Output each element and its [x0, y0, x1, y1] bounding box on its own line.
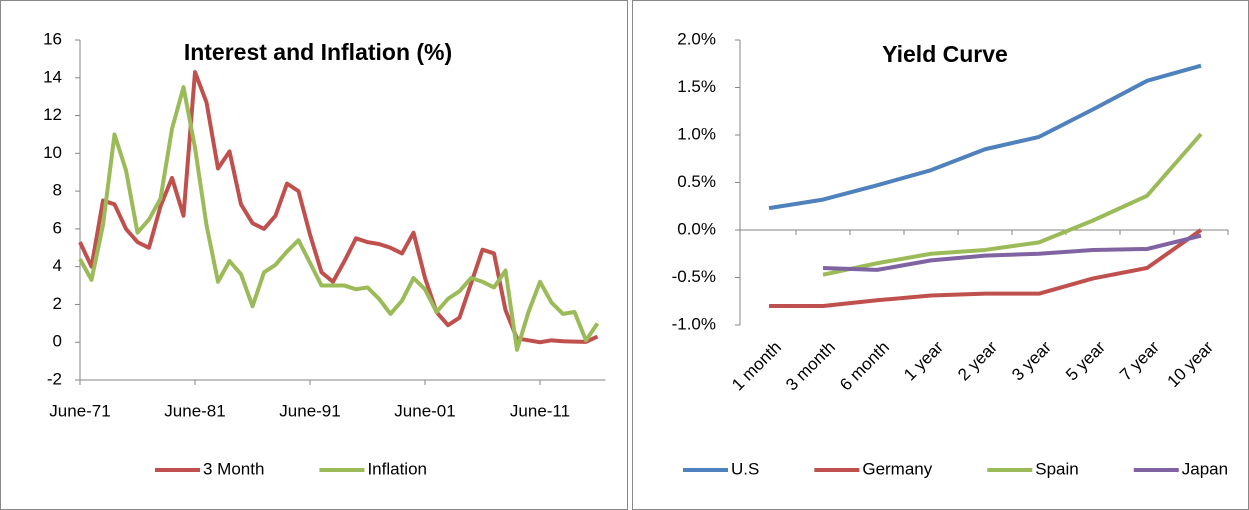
x-tick-label: 3 year — [1008, 337, 1055, 384]
x-tick-label: June-81 — [164, 401, 225, 420]
y-tick-label: 8 — [53, 181, 62, 200]
x-tick-label: 5 year — [1062, 337, 1109, 384]
x-tick-label: June-91 — [279, 401, 340, 420]
y-tick-label: 0.0% — [677, 219, 716, 238]
y-tick-label: 1.0% — [677, 124, 716, 143]
y-tick-label: 16 — [43, 29, 62, 48]
x-tick-label: 1 year — [900, 337, 947, 384]
y-tick-label: 1.5% — [677, 77, 716, 96]
legend-label: Spain — [1035, 459, 1078, 478]
series-line — [78, 70, 599, 345]
x-tick-label: 1 month — [728, 338, 785, 395]
legend-label: U.S — [731, 459, 759, 478]
series-line — [78, 85, 600, 352]
series-line — [769, 228, 1203, 308]
series-line — [822, 233, 1202, 272]
chart-title: Yield Curve — [882, 41, 1008, 67]
x-tick-label: 2 year — [954, 337, 1001, 384]
x-tick-label: June-71 — [49, 401, 110, 420]
y-tick-label: 0 — [53, 332, 62, 351]
x-tick-label: 3 month — [782, 338, 839, 395]
x-tick-label: June-01 — [394, 401, 455, 420]
y-tick-label: 10 — [43, 143, 62, 162]
y-tick-label: 12 — [43, 105, 62, 124]
y-tick-label: -1.0% — [672, 314, 716, 333]
y-tick-label: 14 — [43, 67, 62, 86]
legend-label: Japan — [1182, 459, 1228, 478]
x-tick-label: 6 month — [836, 338, 893, 395]
chart-title: Interest and Inflation (%) — [184, 39, 452, 65]
series-line — [768, 63, 1202, 211]
y-tick-label: -2 — [47, 369, 62, 388]
legend-label: Inflation — [367, 459, 427, 478]
series-line — [822, 132, 1203, 277]
y-tick-label: -0.5% — [672, 267, 716, 286]
y-tick-label: 2 — [53, 294, 62, 313]
x-tick-label: June-11 — [510, 401, 570, 420]
legend-label: Germany — [862, 459, 932, 478]
x-tick-label: 10 year — [1163, 337, 1217, 391]
y-tick-label: 6 — [53, 218, 62, 237]
y-tick-label: 4 — [53, 256, 62, 275]
legend-label: 3 Month — [203, 459, 264, 478]
y-tick-label: 2.0% — [677, 29, 716, 48]
y-tick-label: 0.5% — [677, 172, 716, 191]
x-tick-label: 7 year — [1116, 337, 1163, 384]
